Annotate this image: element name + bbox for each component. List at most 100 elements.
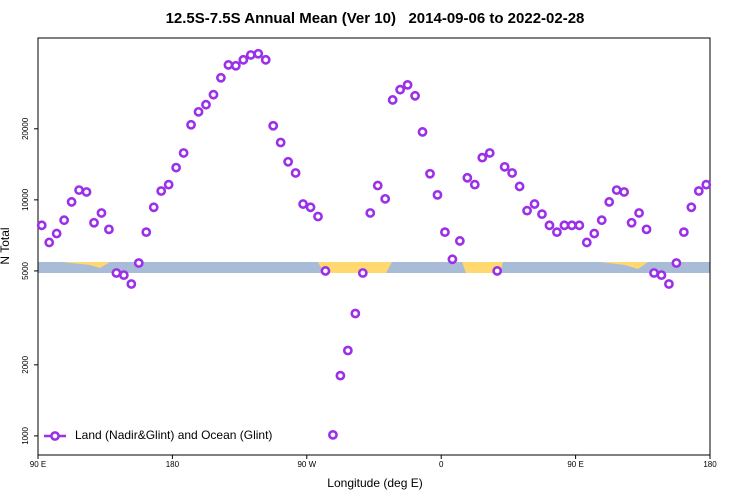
data-point bbox=[230, 60, 241, 71]
data-point bbox=[619, 187, 630, 197]
data-point bbox=[342, 345, 353, 356]
legend-label: Land (Nadir&Glint) and Ocean (Glint) bbox=[75, 428, 272, 442]
data-point bbox=[253, 48, 264, 59]
data-point bbox=[141, 227, 152, 238]
data-point bbox=[89, 217, 99, 228]
data-point bbox=[454, 236, 465, 246]
data-point bbox=[656, 270, 667, 281]
data-point bbox=[529, 199, 540, 209]
data-point bbox=[686, 202, 697, 213]
data-point bbox=[118, 270, 129, 281]
y-tick-label: 10000 bbox=[21, 188, 30, 211]
x-tick-label: 90 E bbox=[30, 460, 46, 469]
data-point bbox=[350, 308, 361, 319]
legend-marker bbox=[50, 431, 60, 441]
data-point bbox=[589, 228, 600, 239]
data-point bbox=[425, 168, 435, 179]
data-point bbox=[649, 268, 659, 278]
x-tick-label: 0 bbox=[439, 460, 444, 469]
data-point bbox=[51, 228, 62, 239]
data-point bbox=[671, 258, 682, 268]
data-point bbox=[260, 54, 271, 65]
data-point bbox=[522, 205, 532, 216]
data-point bbox=[74, 185, 84, 195]
data-point bbox=[59, 215, 70, 226]
data-point bbox=[313, 211, 323, 222]
data-point bbox=[410, 90, 420, 101]
y-tick-label: 5000 bbox=[21, 261, 30, 279]
data-point bbox=[223, 60, 234, 70]
data-point bbox=[552, 227, 562, 238]
x-tick-label: 90 W bbox=[297, 460, 316, 469]
land-band bbox=[600, 262, 648, 269]
data-point bbox=[701, 179, 712, 190]
data-point bbox=[163, 179, 174, 190]
data-point bbox=[335, 370, 346, 381]
data-point bbox=[544, 220, 555, 231]
data-point bbox=[268, 120, 279, 131]
chart-title: 12.5S-7.5S Annual Mean (Ver 10) 2014-09-… bbox=[166, 10, 585, 27]
x-tick-label: 180 bbox=[703, 460, 717, 469]
data-point bbox=[402, 79, 413, 90]
data-point bbox=[245, 50, 256, 60]
data-point bbox=[186, 119, 196, 130]
data-point bbox=[477, 152, 488, 163]
data-point bbox=[559, 220, 570, 231]
data-point bbox=[305, 202, 316, 213]
x-tick-label: 180 bbox=[166, 460, 180, 469]
data-point bbox=[566, 220, 577, 231]
data-point bbox=[208, 89, 219, 100]
data-point bbox=[664, 279, 674, 289]
data-point bbox=[148, 202, 159, 213]
data-point bbox=[320, 266, 331, 276]
data-point bbox=[492, 266, 503, 276]
data-point bbox=[440, 227, 450, 238]
data-point bbox=[604, 197, 615, 207]
land-band bbox=[62, 262, 110, 268]
data-point bbox=[290, 168, 301, 178]
x-axis-label: Longitude (deg E) bbox=[327, 476, 422, 490]
data-point bbox=[581, 237, 592, 248]
data-point bbox=[171, 162, 182, 173]
data-point bbox=[372, 180, 383, 191]
data-point bbox=[133, 258, 144, 268]
data-point bbox=[283, 156, 294, 167]
data-point bbox=[238, 54, 249, 65]
data-point bbox=[365, 208, 376, 218]
data-point bbox=[417, 127, 428, 137]
data-point bbox=[357, 268, 368, 278]
y-axis-label: N Total bbox=[0, 227, 12, 264]
data-point bbox=[678, 227, 689, 238]
data-point bbox=[298, 199, 308, 209]
data-point bbox=[380, 193, 391, 204]
data-point bbox=[81, 187, 92, 197]
data-point bbox=[201, 99, 211, 110]
data-point bbox=[634, 208, 644, 218]
data-point bbox=[178, 148, 189, 158]
data-point bbox=[574, 220, 585, 231]
data-point bbox=[499, 161, 510, 172]
data-point bbox=[44, 237, 55, 248]
y-tick-label: 1000 bbox=[21, 426, 30, 444]
data-point bbox=[596, 215, 607, 226]
data-point bbox=[193, 106, 204, 117]
data-point bbox=[537, 209, 547, 220]
data-point bbox=[126, 279, 137, 289]
data-point bbox=[641, 224, 652, 235]
data-point bbox=[275, 137, 286, 148]
data-point bbox=[216, 72, 226, 83]
land-ocean-band bbox=[38, 262, 710, 273]
data-point bbox=[104, 224, 114, 235]
data-point bbox=[447, 254, 458, 265]
data-point bbox=[36, 220, 47, 231]
data-point bbox=[66, 197, 77, 207]
data-point bbox=[328, 429, 338, 440]
y-tick-label: 2000 bbox=[21, 355, 30, 373]
data-point bbox=[156, 186, 167, 196]
x-tick-label: 90 E bbox=[567, 460, 583, 469]
data-point bbox=[514, 181, 525, 192]
data-point bbox=[432, 189, 443, 200]
y-tick-label: 20000 bbox=[21, 117, 30, 140]
data-point bbox=[96, 208, 107, 218]
